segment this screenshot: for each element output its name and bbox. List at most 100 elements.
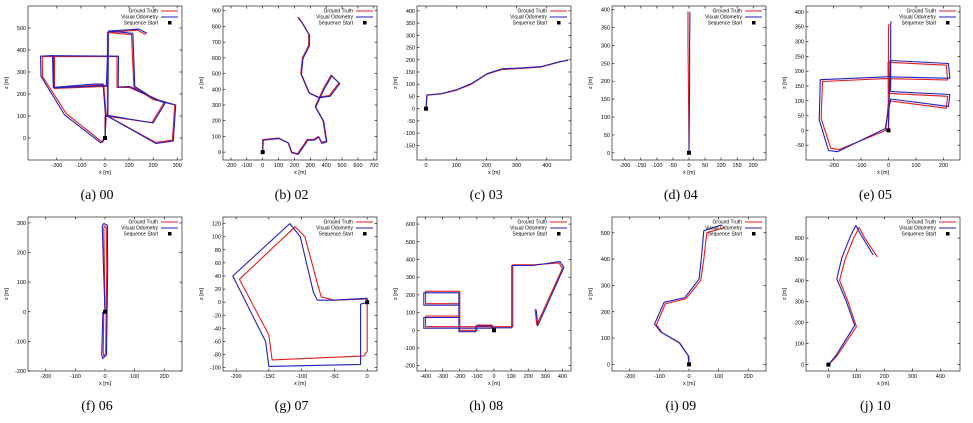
y-tick-label: 0 xyxy=(412,328,415,334)
panel-caption: (j) 10 xyxy=(860,399,891,414)
visual-odometry-line xyxy=(423,261,565,333)
legend-sequence-start-label: Sequence Start xyxy=(124,21,159,27)
x-tick-label: -100 xyxy=(241,163,252,169)
y-tick-label: 800 xyxy=(211,24,220,30)
x-tick-label: -200 xyxy=(51,163,62,169)
y-tick-label: 600 xyxy=(211,56,220,62)
x-tick-label: -100 xyxy=(70,374,81,380)
y-tick-label: 400 xyxy=(795,278,804,284)
x-tick-label: -100 xyxy=(296,374,307,380)
x-tick-label: 0 xyxy=(827,374,830,380)
y-tick-label: 300 xyxy=(211,103,220,109)
trajectory-plot: -200 -100 0 100 200 -200 -100 0 100 200 300 x [m] z … xyxy=(4,216,183,387)
y-tick-label: 50 xyxy=(409,94,415,100)
legend-ground-truth-label: Ground Truth xyxy=(907,9,937,15)
y-axis-label: z [m] xyxy=(199,77,205,89)
plot-frame xyxy=(806,216,961,372)
legend-sequence-start-swatch xyxy=(168,232,172,236)
legend-ground-truth-label: Ground Truth xyxy=(518,9,548,15)
sequence-start-marker xyxy=(686,150,691,155)
y-tick-label: 200 xyxy=(601,310,610,316)
y-tick-label: 500 xyxy=(406,240,415,246)
ground-truth-line xyxy=(238,226,368,361)
legend-visual-odometry-label: Visual Odometry xyxy=(121,15,158,21)
panel-caption: (f) 06 xyxy=(81,399,113,414)
trajectory-panel: -200 -100 0 100 200 -200 -100 0 100 200 300 x [m] z … xyxy=(0,211,194,422)
y-tick-label: 0 xyxy=(218,150,221,156)
y-tick-label: 300 xyxy=(17,221,26,227)
y-axis-label: z [m] xyxy=(782,77,788,89)
sequence-start-marker xyxy=(364,300,369,305)
x-tick-label: 0 xyxy=(103,163,106,169)
y-tick-label: 100 xyxy=(406,82,415,88)
legend-sequence-start-swatch xyxy=(946,21,950,25)
x-tick-label: -100 xyxy=(651,163,662,169)
y-tick-label: 500 xyxy=(795,257,804,263)
legend-sequence-start-label: Sequence Start xyxy=(902,21,937,27)
trajectory-plot: -200 -100 0 100 200 0 100 200 300 400 500 x [m] z [m… xyxy=(588,216,767,387)
plot-frame xyxy=(222,216,377,372)
y-tick-label: -100 xyxy=(404,131,415,137)
y-tick-label: 200 xyxy=(17,251,26,257)
x-tick-label: 0 xyxy=(365,374,368,380)
y-tick-label: 100 xyxy=(601,115,610,121)
x-tick-label: -150 xyxy=(263,374,274,380)
panel-caption: (h) 08 xyxy=(469,399,504,414)
x-tick-label: 200 xyxy=(939,163,948,169)
y-tick-label: 300 xyxy=(406,33,415,39)
x-tick-label: 200 xyxy=(743,374,752,380)
x-axis-label: x [m] xyxy=(99,170,111,176)
y-tick-label: 350 xyxy=(601,25,610,31)
sequence-start-marker xyxy=(492,328,497,333)
y-tick-label: 20 xyxy=(214,287,220,293)
legend-ground-truth-label: Ground Truth xyxy=(907,220,937,226)
y-tick-label: 0 xyxy=(801,128,804,134)
y-tick-label: 0 xyxy=(801,363,804,369)
legend-sequence-start-swatch xyxy=(362,232,367,236)
x-axis-label: x [m] xyxy=(294,170,306,176)
sequence-start-marker xyxy=(424,106,429,111)
y-tick-label: -40 xyxy=(213,326,221,332)
x-tick-label: -200 xyxy=(225,163,236,169)
y-tick-label: 60 xyxy=(214,261,220,267)
x-tick-label: -50 xyxy=(330,374,338,380)
y-tick-label: 400 xyxy=(601,257,610,263)
x-tick-label: 200 xyxy=(524,374,533,380)
trajectory-plot: -200 -150 -100 -50 0 50 100 150 200 0 50 100 150 200 2… xyxy=(588,5,767,176)
visual-odometry-line xyxy=(101,222,109,360)
y-tick-label: 150 xyxy=(795,84,804,90)
trajectory-panel: -200 -100 0 100 200 300 400 500 600 700 0 100 200 300… xyxy=(195,0,389,211)
y-axis-label: z [m] xyxy=(782,288,788,300)
y-tick-label: 100 xyxy=(795,342,804,348)
x-tick-label: 0 xyxy=(425,163,428,169)
x-tick-label: 600 xyxy=(353,163,362,169)
x-tick-label: 100 xyxy=(852,374,861,380)
legend-ground-truth-label: Ground Truth xyxy=(323,9,353,15)
y-tick-label: 50 xyxy=(604,133,610,139)
y-tick-label: 700 xyxy=(211,40,220,46)
x-tick-label: 700 xyxy=(369,163,378,169)
x-tick-label: 100 xyxy=(274,163,283,169)
y-tick-label: 0 xyxy=(607,362,610,368)
plot-frame xyxy=(416,5,572,161)
y-tick-label: -150 xyxy=(404,143,415,149)
y-tick-label: 250 xyxy=(406,46,415,52)
ground-truth-line xyxy=(820,23,949,151)
x-tick-label: -100 xyxy=(75,163,86,169)
trajectory-plot: -200 -100 0 100 200 -50 0 50 100 150 200 250 300 350 4… xyxy=(782,5,961,176)
y-tick-label: 200 xyxy=(601,79,610,85)
y-tick-label: -80 xyxy=(213,353,221,359)
legend-visual-odometry-label: Visual Odometry xyxy=(900,226,937,232)
x-axis-label: x [m] xyxy=(877,170,889,176)
trajectory-panel: -400 -300 -200 -100 0 100 200 300 400 -200 -100 0 10… xyxy=(389,211,583,422)
trajectory-plot: 0 100 200 300 400 0 100 200 300 400 500 600 x [m] z [… xyxy=(782,216,961,387)
x-tick-label: 200 xyxy=(482,163,491,169)
x-tick-label: 500 xyxy=(337,163,346,169)
x-tick-label: 100 xyxy=(714,374,723,380)
x-tick-label: 200 xyxy=(149,163,158,169)
y-tick-label: 100 xyxy=(17,280,26,286)
x-tick-label: 300 xyxy=(908,374,917,380)
sequence-start-marker xyxy=(886,128,891,133)
x-tick-label: 100 xyxy=(452,163,461,169)
x-tick-label: 0 xyxy=(887,163,890,169)
